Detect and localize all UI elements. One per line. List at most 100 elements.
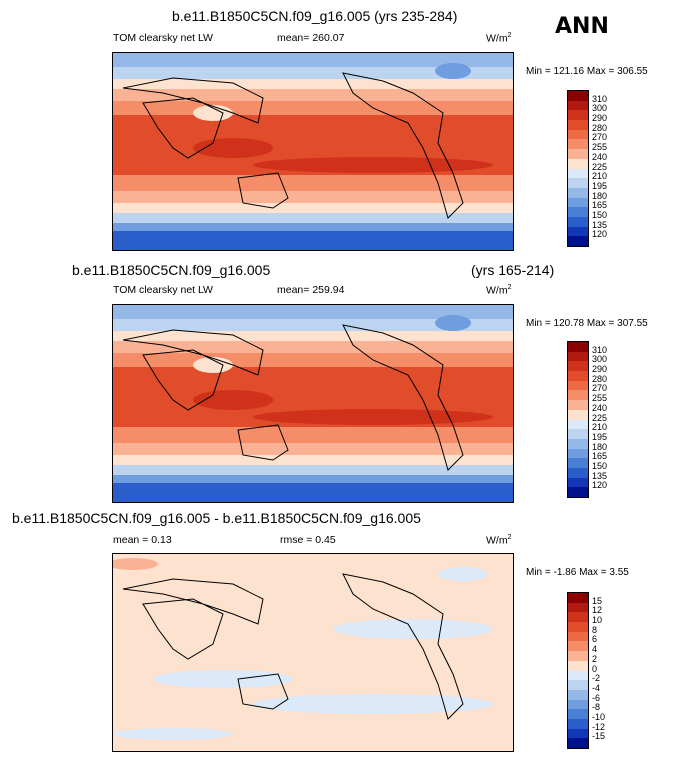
colorbar-tick-label: 255 bbox=[592, 142, 608, 153]
panel1-colorbar bbox=[567, 90, 589, 247]
colorbar-swatch bbox=[568, 467, 588, 478]
colorbar-swatch bbox=[568, 448, 588, 459]
colorbar-swatch bbox=[568, 207, 588, 217]
colorbar-swatch bbox=[568, 91, 588, 101]
colorbar-swatch bbox=[568, 371, 588, 381]
colorbar-tick-label: -15 bbox=[592, 731, 606, 742]
colorbar-tick-label: 195 bbox=[592, 180, 608, 191]
colorbar-tick-label: 310 bbox=[592, 93, 608, 104]
colorbar-tick-label: 310 bbox=[592, 344, 608, 355]
panel3-mean: mean = 0.13 bbox=[113, 534, 172, 546]
season-label: ANN bbox=[555, 14, 609, 39]
colorbar-tick-label: 2 bbox=[592, 653, 598, 664]
colorbar-swatch bbox=[568, 361, 588, 372]
colorbar-swatch bbox=[568, 631, 588, 642]
panel1-title: b.e11.B1850C5CN.f09_g16.005 (yrs 235-284… bbox=[172, 8, 458, 24]
colorbar-swatch bbox=[568, 351, 588, 362]
colorbar-swatch bbox=[568, 178, 588, 188]
colorbar-swatch bbox=[568, 477, 588, 488]
colorbar-tick-label: 300 bbox=[592, 354, 608, 365]
colorbar-tick-label: 270 bbox=[592, 383, 608, 394]
colorbar-swatch bbox=[568, 158, 588, 169]
colorbar-swatch bbox=[568, 149, 588, 159]
colorbar-swatch bbox=[568, 680, 588, 690]
panel1-mean: mean= 260.07 bbox=[277, 32, 345, 44]
colorbar-swatch bbox=[568, 593, 588, 603]
colorbar-swatch bbox=[568, 390, 588, 401]
panel3-title: b.e11.B1850C5CN.f09_g16.005 - b.e11.B185… bbox=[12, 510, 421, 526]
colorbar-tick-label: 195 bbox=[592, 431, 608, 442]
colorbar-swatch bbox=[568, 168, 588, 179]
panel3-rmse: rmse = 0.45 bbox=[280, 534, 336, 546]
colorbar-tick-label: 10 bbox=[592, 615, 603, 626]
panel2-variable: TOM clearsky net LW bbox=[113, 284, 213, 296]
colorbar-tick-label: 180 bbox=[592, 441, 608, 452]
colorbar-tick-label: 135 bbox=[592, 470, 608, 481]
colorbar-swatch bbox=[568, 718, 588, 729]
colorbar-tick-label: 12 bbox=[592, 605, 603, 616]
colorbar-swatch bbox=[568, 216, 588, 227]
panel2-minmax: Min = 120.78 Max = 307.55 bbox=[526, 318, 648, 329]
colorbar-tick-label: -2 bbox=[592, 673, 601, 684]
colorbar-swatch bbox=[568, 641, 588, 652]
colorbar-tick-label: 225 bbox=[592, 161, 608, 172]
panel2-map-field bbox=[113, 305, 513, 502]
colorbar-swatch bbox=[568, 738, 588, 748]
panel2-units: W/m2 bbox=[486, 284, 512, 297]
colorbar-tick-label: 0 bbox=[592, 663, 598, 674]
colorbar-swatch bbox=[568, 419, 588, 430]
colorbar-swatch bbox=[568, 651, 588, 661]
colorbar-tick-label: 290 bbox=[592, 364, 608, 375]
colorbar-swatch bbox=[568, 622, 588, 632]
colorbar-swatch bbox=[568, 110, 588, 121]
colorbar-tick-label: 150 bbox=[592, 460, 608, 471]
colorbar-swatch bbox=[568, 187, 588, 198]
colorbar-swatch bbox=[568, 709, 588, 719]
colorbar-tick-label: 280 bbox=[592, 122, 608, 133]
colorbar-swatch bbox=[568, 236, 588, 246]
colorbar-swatch bbox=[568, 612, 588, 623]
colorbar-swatch bbox=[568, 129, 588, 140]
colorbar-swatch bbox=[568, 197, 588, 208]
colorbar-swatch bbox=[568, 380, 588, 391]
colorbar-tick-label: 240 bbox=[592, 151, 608, 162]
colorbar-tick-label: 135 bbox=[592, 219, 608, 230]
colorbar-swatch bbox=[568, 100, 588, 111]
panel3-colorbar bbox=[567, 592, 589, 749]
colorbar-tick-label: -12 bbox=[592, 721, 606, 732]
colorbar-tick-label: 210 bbox=[592, 422, 608, 433]
colorbar-tick-label: -6 bbox=[592, 692, 601, 703]
panel2-title-right: (yrs 165-214) bbox=[471, 262, 555, 278]
colorbar-tick-label: 120 bbox=[592, 229, 608, 240]
colorbar-swatch bbox=[568, 660, 588, 671]
panel3-map bbox=[112, 553, 514, 752]
panel1-units: W/m2 bbox=[486, 32, 512, 45]
panel2-colorbar bbox=[567, 341, 589, 498]
colorbar-swatch bbox=[568, 400, 588, 410]
panel1-minmax: Min = 121.16 Max = 306.55 bbox=[526, 66, 648, 77]
colorbar-swatch bbox=[568, 342, 588, 352]
colorbar-tick-label: 8 bbox=[592, 624, 598, 635]
colorbar-tick-label: 240 bbox=[592, 402, 608, 413]
panel2-title-left: b.e11.B1850C5CN.f09_g16.005 bbox=[72, 262, 271, 278]
colorbar-swatch bbox=[568, 689, 588, 700]
colorbar-swatch bbox=[568, 602, 588, 613]
panel3-units: W/m2 bbox=[486, 534, 512, 547]
colorbar-tick-label: 290 bbox=[592, 113, 608, 124]
colorbar-tick-label: 6 bbox=[592, 634, 598, 645]
colorbar-swatch bbox=[568, 728, 588, 739]
colorbar-tick-label: 15 bbox=[592, 595, 603, 606]
panel1-variable: TOM clearsky net LW bbox=[113, 32, 213, 44]
colorbar-swatch bbox=[568, 139, 588, 150]
colorbar-tick-label: 4 bbox=[592, 644, 598, 655]
colorbar-tick-label: 280 bbox=[592, 373, 608, 384]
colorbar-swatch bbox=[568, 438, 588, 449]
colorbar-swatch bbox=[568, 670, 588, 681]
colorbar-swatch bbox=[568, 458, 588, 468]
colorbar-tick-label: 165 bbox=[592, 451, 608, 462]
colorbar-swatch bbox=[568, 487, 588, 497]
colorbar-tick-label: 120 bbox=[592, 480, 608, 491]
panel1-map-field bbox=[113, 53, 513, 250]
panel3-map-field bbox=[113, 554, 513, 751]
colorbar-swatch bbox=[568, 409, 588, 420]
